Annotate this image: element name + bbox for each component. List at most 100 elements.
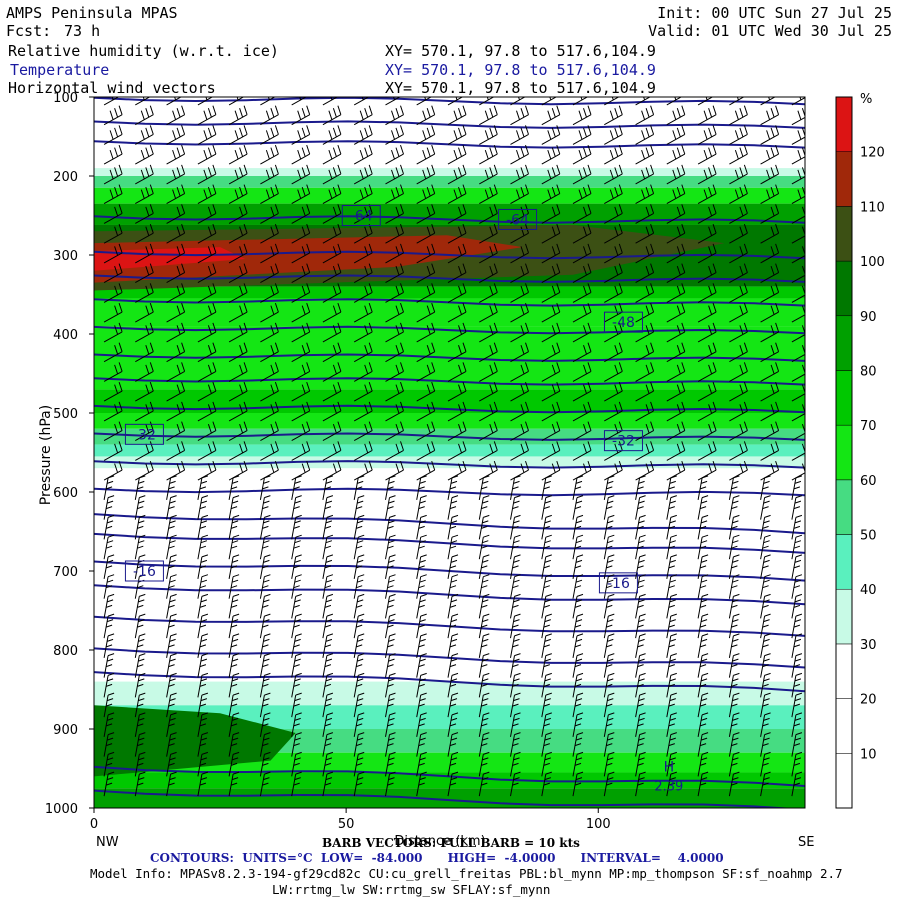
x-tick-label: 0: [90, 817, 98, 832]
wind-barb: [134, 771, 146, 797]
colorbar-swatch: [835, 643, 853, 699]
wind-barb: [197, 574, 209, 599]
wind-barb: [635, 362, 655, 382]
wind-barb: [572, 302, 592, 323]
wind-barb: [541, 653, 552, 678]
wind-barb: [385, 653, 396, 678]
wind-barb: [416, 125, 436, 145]
wind-barb: [291, 105, 311, 126]
wind-barb: [635, 283, 655, 303]
wind-barb: [228, 204, 248, 224]
x-tick-label: 100: [586, 817, 611, 832]
wind-barb: [385, 243, 404, 264]
wind-barb: [353, 421, 373, 442]
wind-barb: [260, 184, 279, 205]
wind-barb: [135, 97, 151, 106]
wind-barb: [135, 401, 154, 422]
wind-barb: [510, 401, 529, 422]
wind-barb: [197, 751, 209, 777]
wind-barb: [385, 633, 396, 658]
wind-barb: [228, 243, 248, 264]
wind-barb: [260, 283, 279, 303]
wind-barb: [103, 342, 123, 363]
wind-barb: [103, 243, 123, 264]
wind-barb: [322, 441, 342, 461]
wind-barb: [353, 633, 365, 658]
wind-barb: [791, 751, 803, 777]
wind-barb: [447, 514, 459, 540]
wind-barb: [259, 514, 271, 540]
wind-barb: [572, 514, 584, 540]
wind-barb: [166, 322, 186, 343]
wind-barb: [197, 243, 217, 264]
wind-barb: [197, 441, 217, 461]
wind-barb: [666, 97, 683, 106]
wind-barb: [353, 381, 373, 402]
wind-barb: [635, 653, 646, 678]
wind-barb: [572, 495, 584, 520]
wind-barb: [416, 653, 427, 678]
wind-barb: [197, 593, 209, 619]
wind-barb: [603, 574, 615, 599]
wind-barb: [447, 495, 459, 520]
wind-barb: [416, 672, 427, 698]
wind-barb: [604, 125, 623, 145]
wind-barb: [228, 362, 248, 382]
wind-barb: [166, 475, 177, 500]
wind-barb: [197, 144, 217, 165]
colorbar-swatch: [835, 698, 853, 754]
colorbar-frame: [835, 96, 853, 809]
wind-barb: [666, 534, 677, 560]
wind-barb: [416, 771, 427, 797]
wind-barb: [103, 362, 123, 382]
contour-info: CONTOURS: UNITS=°C LOW= -84.000 HIGH= -4…: [150, 851, 724, 865]
wind-barb: [728, 732, 740, 757]
wind-barb: [416, 732, 427, 757]
wind-barb: [791, 732, 803, 757]
wind-barb: [322, 534, 334, 560]
wind-barb: [479, 362, 498, 382]
wind-barb: [322, 243, 342, 264]
wind-barb: [447, 732, 459, 757]
wind-barb: [635, 105, 655, 126]
wind-barb: [572, 401, 592, 422]
wind-barb: [260, 381, 279, 402]
wind-barb: [385, 263, 404, 284]
wind-barb: [479, 460, 498, 481]
wind-barb: [416, 495, 427, 520]
wind-barb: [103, 204, 123, 224]
rh-lowlevel-wedge: [94, 705, 296, 777]
wind-barb: [478, 593, 490, 619]
wind-barb: [166, 263, 186, 284]
wind-barb: [135, 421, 154, 442]
wind-barb: [666, 672, 677, 698]
wind-barb: [260, 97, 276, 106]
wind-barb: [729, 184, 748, 205]
wind-barb: [228, 712, 240, 737]
wind-barb: [260, 460, 279, 481]
wind-barb: [604, 243, 623, 264]
wind-barb: [635, 692, 646, 718]
wind-barb: [166, 302, 186, 323]
wind-barb: [322, 751, 334, 777]
wind-barb: [103, 475, 115, 500]
wind-barb: [385, 224, 404, 244]
wind-barb: [635, 495, 646, 520]
wind-barb: [666, 362, 686, 382]
wind-barb: [729, 144, 748, 165]
wind-barb: [635, 554, 646, 579]
wind-barb: [166, 771, 177, 797]
wind-barb: [760, 672, 771, 698]
wind-barb: [228, 574, 240, 599]
wind-barb: [416, 534, 427, 560]
wind-barb: [635, 771, 646, 797]
wind-barb: [697, 263, 717, 284]
wind-barb: [666, 342, 686, 363]
wind-barb: [572, 475, 584, 500]
wind-barb: [635, 164, 655, 185]
wind-barb: [541, 362, 561, 382]
wind-barb: [166, 514, 177, 540]
wind-barb: [197, 534, 209, 560]
wind-barb: [791, 593, 803, 619]
y-tick-label: 1000: [45, 802, 78, 817]
